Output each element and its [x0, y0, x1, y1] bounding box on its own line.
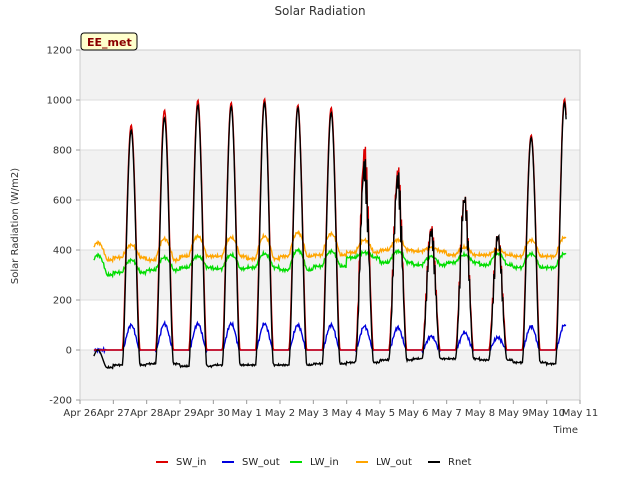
grid-band [80, 150, 580, 200]
x-tick-label: May 3 [298, 408, 328, 419]
x-tick-label: Apr 30 [197, 408, 230, 419]
y-tick-label: 200 [53, 296, 72, 307]
x-tick-label: May 5 [365, 408, 395, 419]
grid-bands [80, 50, 580, 400]
x-axis-ticks: Apr 26 Apr 27 Apr 28 Apr 29 Apr 30 May 1 May 2… [63, 400, 598, 419]
y-axis-label: Solar Radiation (W/m2) [10, 168, 21, 284]
x-tick-label: May 8 [465, 408, 495, 419]
x-tick-label: May 9 [498, 408, 528, 419]
y-tick-label: 0 [66, 346, 72, 357]
plot-area-border [79, 49, 581, 401]
x-tick-label: Apr 28 [130, 408, 163, 419]
legend-label: SW_in [176, 457, 206, 468]
legend-label: SW_out [242, 457, 280, 468]
station-badge: EE_met [80, 32, 138, 51]
series-line-lw-in [93, 247, 567, 279]
legend-label: Rnet [448, 457, 471, 468]
x-tick-label: May 11 [562, 408, 599, 419]
legend-label: LW_in [310, 457, 339, 468]
x-tick-label: Apr 26 [63, 408, 96, 419]
x-tick-label: May 7 [432, 408, 462, 419]
station-badge-label: EE_met [87, 36, 132, 49]
grid-band [80, 50, 580, 100]
y-tick-label: 1200 [47, 46, 72, 57]
grid-band [80, 350, 580, 400]
y-tick-label: -200 [49, 396, 72, 407]
y-tick-label: 400 [53, 246, 72, 257]
x-tick-label: May 10 [528, 408, 565, 419]
x-tick-label: May 4 [332, 408, 362, 419]
legend: SW_in SW_out LW_in LW_out Rnet [156, 457, 471, 468]
legend-label: LW_out [376, 457, 412, 468]
series-line-lw-out [93, 229, 567, 265]
x-tick-label: May 2 [265, 408, 295, 419]
x-tick-label: Apr 27 [97, 408, 130, 419]
y-axis-ticks: -200 0 200 400 600 800 1000 1200 [47, 46, 80, 407]
y-tick-label: 1000 [47, 96, 72, 107]
chart-title: Solar Radiation [274, 4, 365, 18]
x-tick-label: May 1 [232, 408, 262, 419]
series-line-rnet [93, 100, 567, 370]
x-axis-label: Time [553, 425, 578, 436]
y-tick-label: 600 [53, 196, 72, 207]
grid-band [80, 250, 580, 300]
x-tick-label: Apr 29 [163, 408, 196, 419]
y-tick-label: 800 [53, 146, 72, 157]
series-lines [93, 97, 567, 370]
x-tick-label: May 6 [398, 408, 428, 419]
